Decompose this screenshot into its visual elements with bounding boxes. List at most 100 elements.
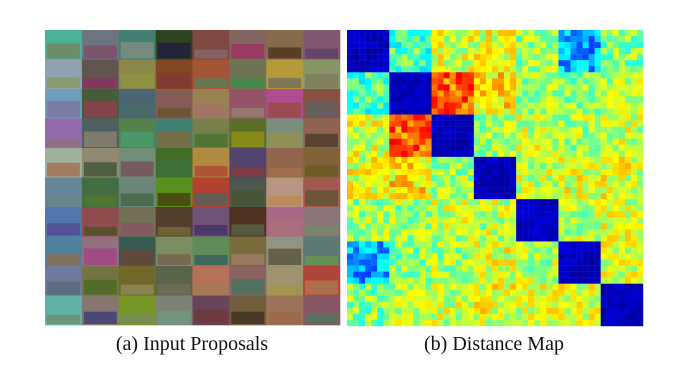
map-cell [365,241,372,248]
map-cell [534,36,541,43]
map-cell [558,54,565,61]
map-cell [504,253,511,260]
map-cell [389,181,396,188]
map-cell [359,319,366,327]
map-cell [449,126,456,133]
map-cell [359,187,366,194]
map-cell [383,108,390,115]
map-cell [636,126,644,133]
map-cell [534,259,541,266]
map-cell [449,60,456,67]
map-cell [522,295,529,303]
map-cell [630,295,638,303]
map-cell [365,90,372,97]
map-cell [491,114,499,121]
map-cell [528,30,535,37]
map-cell [473,150,481,158]
map-cell [582,187,589,194]
proposal-tile [303,59,341,90]
map-cell [600,120,607,127]
map-cell [365,84,372,91]
map-cell [582,301,589,309]
tile-detail [83,162,117,177]
map-cell [371,313,378,321]
map-cell [413,259,420,266]
map-cell [437,96,444,103]
map-cell [425,277,432,284]
map-cell [461,313,469,321]
map-cell [516,199,523,206]
map-cell [558,174,565,182]
map-cell [636,144,644,152]
map-cell [588,126,595,133]
map-cell [455,174,462,182]
map-cell [528,313,535,321]
map-cell [485,301,493,309]
map-cell [624,211,632,218]
map-cell [485,283,493,290]
map-cell [612,162,620,170]
map-cell [606,138,613,145]
map-cell [588,265,595,272]
map-cell [618,307,626,315]
map-cell [365,96,372,103]
map-cell [431,181,438,188]
map-cell [612,247,620,254]
map-cell [606,168,613,176]
map-cell [594,181,601,188]
map-cell [485,102,493,109]
map-cell [359,114,366,121]
map-cell [353,307,360,315]
map-cell [612,174,620,182]
map-cell [473,247,481,254]
map-cell [516,78,523,85]
map-cell [479,84,487,91]
map-cell [419,60,426,67]
map-cell [612,199,620,206]
map-cell [473,132,481,139]
map-cell [570,156,577,164]
map-cell [425,211,432,218]
map-cell [582,181,589,188]
map-cell [473,289,481,296]
map-cell [401,199,408,206]
map-cell [491,48,499,55]
map-cell [570,144,577,152]
map-cell [540,96,547,103]
map-cell [467,295,475,303]
proposal-tile [229,207,267,237]
map-cell [353,289,360,296]
map-cell [636,138,644,145]
map-cell [353,144,360,152]
map-cell [528,96,535,103]
map-cell [558,235,565,242]
map-cell [618,289,626,296]
map-cell [455,30,462,37]
map-cell [365,319,372,327]
map-cell [582,289,589,296]
map-cell [582,211,589,218]
map-cell [576,36,583,43]
map-cell [383,247,390,254]
map-cell [359,295,366,303]
map-cell [413,247,420,254]
map-cell [618,241,626,248]
map-cell [510,313,517,321]
map-cell [425,66,432,73]
map-cell [413,36,420,43]
map-cell [552,132,559,139]
map-cell [576,174,583,182]
map-cell [498,66,505,73]
map-cell [558,187,565,194]
map-cell [413,144,420,152]
map-cell [461,84,469,91]
map-cell [353,168,360,176]
map-cell [347,271,354,278]
map-cell [461,223,469,230]
map-cell [371,48,378,55]
map-cell [365,120,372,127]
map-cell [612,271,620,278]
map-cell [491,247,499,254]
map-cell [612,48,620,55]
map-cell [395,217,402,224]
